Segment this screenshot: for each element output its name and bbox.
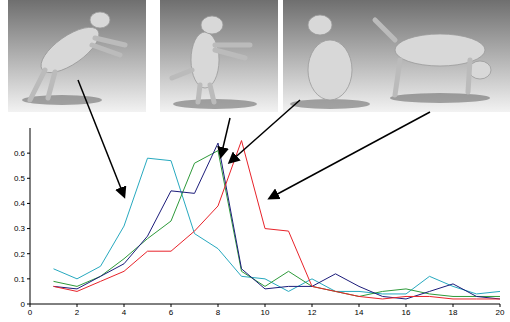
svg-text:0.2: 0.2 <box>14 250 26 259</box>
svg-text:20: 20 <box>496 308 505 317</box>
svg-text:16: 16 <box>402 308 411 317</box>
svg-text:4: 4 <box>122 308 127 317</box>
svg-text:8: 8 <box>216 308 221 317</box>
svg-text:0.3: 0.3 <box>14 224 26 233</box>
svg-text:0.6: 0.6 <box>14 149 26 158</box>
svg-text:0.1: 0.1 <box>14 275 26 284</box>
svg-text:0.5: 0.5 <box>14 174 26 183</box>
svg-text:12: 12 <box>308 308 317 317</box>
svg-text:2: 2 <box>75 308 80 317</box>
svg-text:10: 10 <box>261 308 270 317</box>
svg-text:18: 18 <box>449 308 458 317</box>
svg-text:0.4: 0.4 <box>14 199 26 208</box>
svg-text:0: 0 <box>28 308 33 317</box>
svg-text:14: 14 <box>355 308 364 317</box>
svg-text:6: 6 <box>169 308 174 317</box>
svg-text:0: 0 <box>21 300 26 309</box>
